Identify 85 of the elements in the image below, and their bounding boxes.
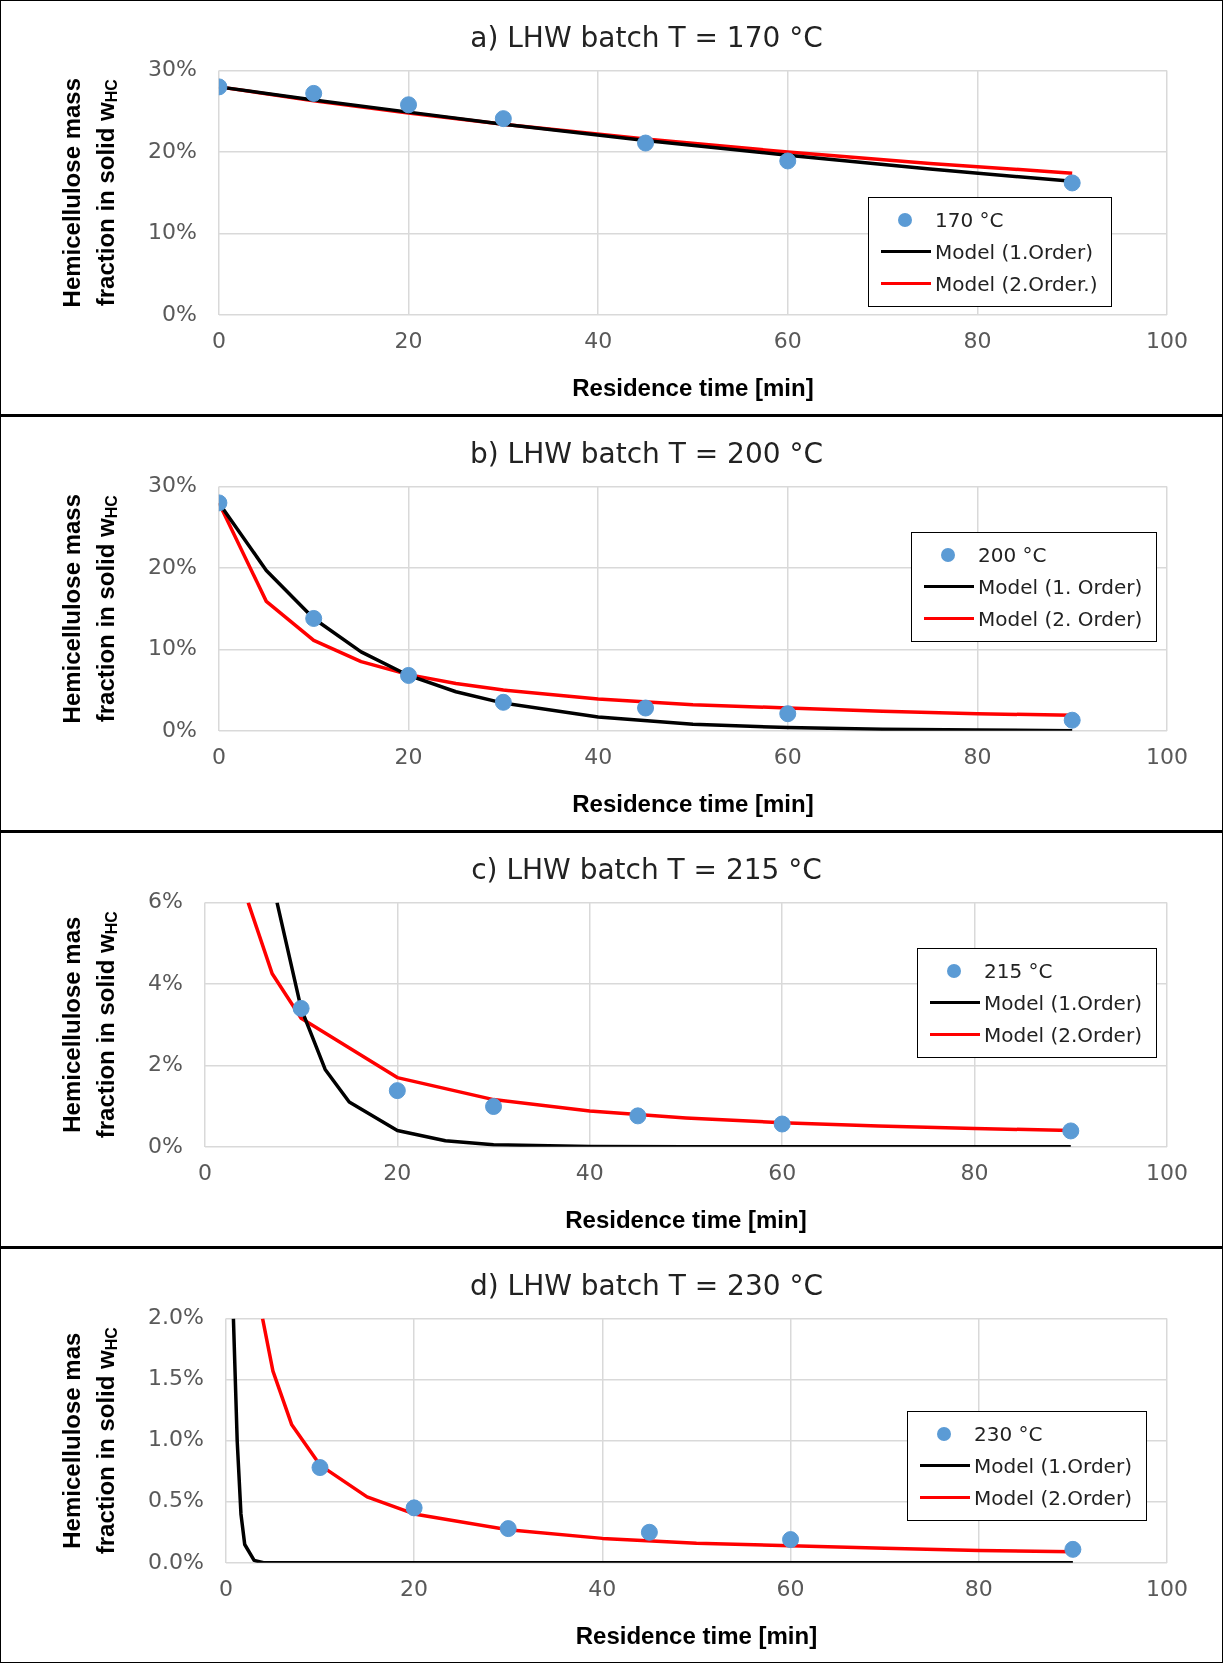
legend-label: Model (1.Order) [935, 239, 1093, 264]
y-tick-label: 20% [147, 137, 197, 163]
y-tick-label: 30% [147, 472, 197, 498]
x-tick-label: 0 [211, 743, 226, 769]
point [499, 1520, 517, 1538]
x-tick-label: 60 [773, 743, 802, 769]
point [388, 1082, 406, 1100]
point [1063, 711, 1081, 729]
point [779, 705, 797, 723]
point [629, 1107, 647, 1125]
legend-label: 170 °C [935, 207, 1004, 232]
legend-label: Model (2. Order) [978, 606, 1143, 631]
x-tick-label: 0 [211, 327, 226, 353]
y-tick-label: 20% [147, 553, 197, 579]
chart-title: d) LHW batch T = 230 °C [469, 1269, 824, 1303]
x-tick-label: 100 [1146, 743, 1188, 769]
point [773, 1115, 791, 1133]
x-tick-label: 40 [575, 1159, 604, 1185]
y-tick-label: 0% [148, 1132, 183, 1158]
point [305, 84, 323, 102]
point [782, 1531, 800, 1549]
y-tick-label: 2% [148, 1051, 183, 1077]
y-tick-label: 0% [161, 716, 197, 742]
x-tick-label: 100 [1146, 327, 1188, 353]
chart-title: b) LHW batch T = 200 °C [469, 437, 824, 471]
x-tick-label: 80 [960, 1159, 989, 1185]
point [305, 609, 323, 627]
legend-label: Model (1.Order) [984, 990, 1142, 1015]
legend-label: Model (2.Order.) [935, 271, 1098, 296]
x-tick-label: 40 [588, 1575, 617, 1601]
x-axis-title: Residence time [min] [575, 1622, 818, 1650]
y-tick-label: 10% [147, 635, 197, 661]
y-tick-label: 0.5% [147, 1487, 204, 1513]
legend-label: 230 °C [974, 1421, 1043, 1446]
y-tick-label: 30% [147, 56, 197, 82]
y-tick-label: 1.0% [147, 1426, 204, 1452]
point [485, 1098, 503, 1116]
point [494, 110, 512, 128]
point [637, 699, 655, 717]
y-tick-label: 0.0% [147, 1548, 204, 1574]
y-tick-label: 2.0% [147, 1304, 204, 1330]
x-tick-label: 100 [1146, 1575, 1188, 1601]
x-tick-label: 60 [773, 327, 802, 353]
y-tick-label: 4% [148, 969, 183, 995]
x-axis-title: Residence time [min] [565, 1206, 807, 1234]
chart-title: c) LHW batch T = 215 °C [471, 853, 822, 887]
x-tick-label: 20 [394, 743, 423, 769]
x-tick-label: 20 [400, 1575, 429, 1601]
point [494, 693, 512, 711]
x-tick-label: 0 [197, 1159, 212, 1185]
x-tick-label: 60 [768, 1159, 797, 1185]
point [311, 1459, 329, 1477]
y-tick-label: 6% [148, 888, 183, 914]
point [640, 1523, 658, 1541]
point [1062, 1122, 1080, 1140]
legend-label: 215 °C [984, 958, 1053, 983]
x-tick-label: 40 [584, 327, 613, 353]
x-tick-label: 20 [383, 1159, 412, 1185]
x-tick-label: 20 [394, 327, 423, 353]
x-tick-label: 40 [584, 743, 613, 769]
point [400, 666, 418, 684]
x-tick-label: 80 [963, 743, 992, 769]
x-tick-label: 0 [218, 1575, 233, 1601]
point [637, 134, 655, 152]
y-tick-label: 0% [161, 300, 197, 326]
point [1063, 174, 1081, 192]
legend-label: Model (2.Order) [984, 1022, 1142, 1047]
legend-label: Model (1. Order) [978, 574, 1143, 599]
point [292, 999, 310, 1017]
point [400, 96, 418, 114]
x-tick-label: 80 [964, 1575, 993, 1601]
legend-label: 200 °C [978, 542, 1047, 567]
y-tick-label: 10% [147, 219, 197, 245]
legend-label: Model (1.Order) [974, 1453, 1132, 1478]
legend-label: Model (2.Order) [974, 1485, 1132, 1510]
x-tick-label: 80 [963, 327, 992, 353]
y-tick-label: 1.5% [147, 1365, 204, 1391]
chart-title: a) LHW batch T = 170 °C [470, 21, 823, 55]
x-tick-label: 100 [1146, 1159, 1188, 1185]
point [779, 152, 797, 170]
x-tick-label: 60 [776, 1575, 805, 1601]
point [405, 1499, 423, 1517]
point [1064, 1540, 1082, 1558]
x-axis-title: Residence time [min] [572, 374, 814, 402]
x-axis-title: Residence time [min] [572, 790, 814, 818]
